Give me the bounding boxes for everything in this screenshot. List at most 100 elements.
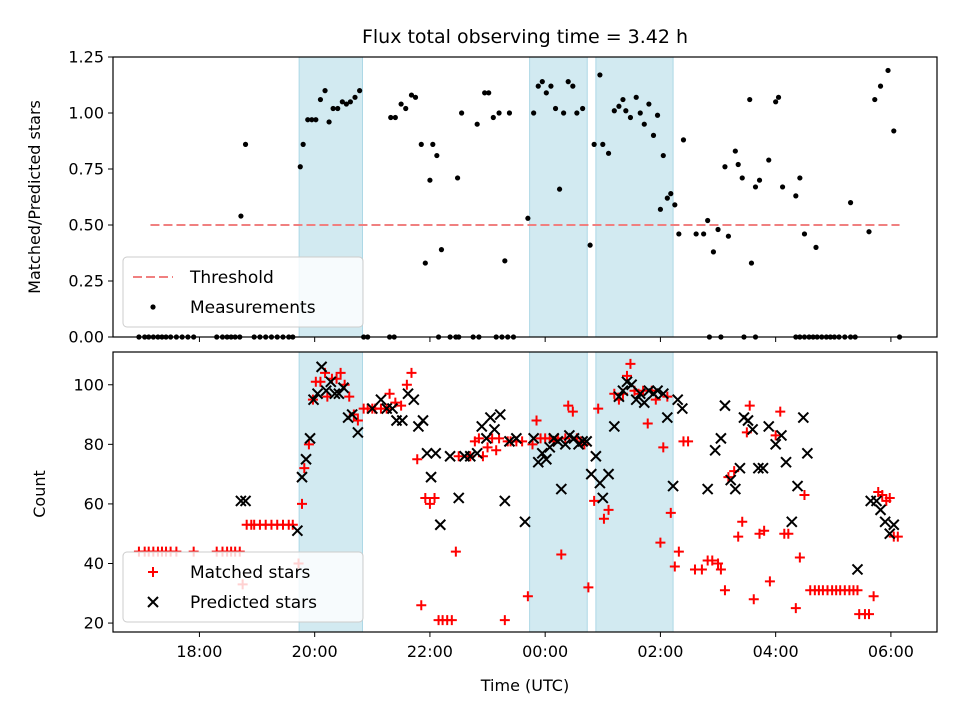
legend-matched-swatch — [148, 567, 158, 577]
matched-point — [669, 561, 680, 572]
measurement-point — [326, 119, 332, 125]
matched-point — [491, 445, 502, 456]
measurement-point — [496, 110, 502, 116]
y-tick-label: 80 — [84, 435, 104, 454]
matched-point — [446, 615, 457, 626]
predicted-point — [544, 441, 556, 454]
predicted-point — [757, 462, 769, 474]
matched-point — [335, 367, 346, 378]
predicted-point — [613, 390, 625, 403]
y-tick-label: 60 — [84, 494, 104, 513]
measurement-point — [766, 157, 772, 163]
predicted-point — [366, 402, 379, 415]
predicted-point — [346, 408, 358, 421]
matched-point — [783, 528, 794, 539]
measurement-point — [335, 105, 341, 112]
matched-point — [494, 433, 505, 444]
predicted-point — [480, 432, 493, 445]
measurement-point — [722, 164, 728, 170]
measurement-point — [434, 152, 440, 159]
measurement-point — [773, 99, 779, 105]
predicted-point — [484, 411, 497, 424]
matched-point — [733, 531, 744, 542]
measurement-point — [392, 114, 398, 121]
predicted-point — [667, 480, 679, 492]
predicted-point — [661, 411, 674, 424]
predicted-point — [352, 426, 364, 439]
measurement-point — [813, 244, 819, 250]
measurement-point — [620, 96, 626, 103]
matched-point — [401, 379, 412, 390]
predicted-point — [671, 393, 684, 406]
predicted-point — [617, 385, 629, 397]
measurement-point — [646, 101, 652, 107]
predicted-point — [585, 468, 597, 480]
predicted-point — [752, 462, 765, 474]
predicted-point — [315, 361, 328, 373]
y-tick-label: 1.00 — [68, 104, 104, 123]
matched-point — [719, 585, 730, 596]
predicted-point — [657, 387, 670, 400]
measurement-point — [877, 83, 884, 89]
matched-point — [384, 388, 395, 399]
predicted-point — [746, 423, 759, 436]
predicted-point — [763, 420, 775, 433]
predicted-point — [291, 525, 304, 537]
matched-point — [864, 609, 875, 620]
measurement-point — [650, 132, 657, 138]
measurement-point — [412, 94, 419, 100]
measurement-point — [725, 233, 732, 239]
predicted-point — [519, 516, 531, 528]
predicted-point — [239, 495, 252, 507]
predicted-point — [701, 483, 714, 495]
predicted-point — [725, 474, 737, 486]
measurement-point — [570, 83, 576, 89]
matched-point — [450, 546, 461, 557]
predicted-point — [300, 453, 312, 465]
matched-point — [665, 507, 676, 518]
axes-frame — [112, 351, 938, 633]
matched-point — [429, 492, 440, 503]
matched-point — [877, 489, 888, 500]
matched-point — [531, 415, 542, 426]
matched-point — [852, 585, 863, 596]
matched-point — [567, 406, 578, 417]
x-tick-label: 00:00 — [522, 642, 568, 661]
matched-point — [303, 439, 314, 450]
highlight-band — [529, 56, 588, 338]
measurement-point — [597, 72, 603, 78]
predicted-point — [797, 411, 810, 424]
measurement-point — [357, 88, 363, 94]
axes-frame — [112, 56, 938, 338]
x-tick-label: 20:00 — [292, 642, 338, 661]
predicted-point — [540, 453, 553, 465]
predicted-point — [576, 435, 589, 448]
measurement-point — [330, 105, 336, 112]
matched-point — [473, 433, 484, 444]
bottom-ylabel: Count — [30, 470, 49, 518]
measurement-point — [710, 249, 717, 255]
legend-box — [122, 256, 364, 328]
measurement-point — [637, 110, 643, 116]
measurement-point — [343, 101, 349, 107]
x-tick-label: 06:00 — [868, 642, 914, 661]
matched-point — [713, 558, 724, 569]
predicted-point — [325, 376, 337, 388]
matched-point — [583, 582, 594, 593]
measurement-point — [611, 108, 617, 114]
predicted-point — [536, 447, 548, 459]
y-tick-label: 0.00 — [68, 328, 104, 347]
measurement-point — [627, 114, 634, 121]
predicted-point — [801, 447, 814, 459]
matched-point — [527, 439, 538, 450]
measurement-point — [531, 110, 537, 116]
y-tick-label: 1.25 — [68, 48, 104, 67]
measurement-point — [616, 103, 622, 109]
matched-point — [892, 531, 903, 542]
predicted-point — [444, 450, 456, 462]
measurement-point — [482, 90, 488, 96]
bottom-panel: 20 40 60 80 100 18:00 20:00 22:00 00:00 02:00 04:0… — [73, 351, 938, 661]
predicted-point — [320, 385, 332, 397]
matched-point — [563, 400, 574, 411]
measurement-point — [535, 83, 541, 89]
